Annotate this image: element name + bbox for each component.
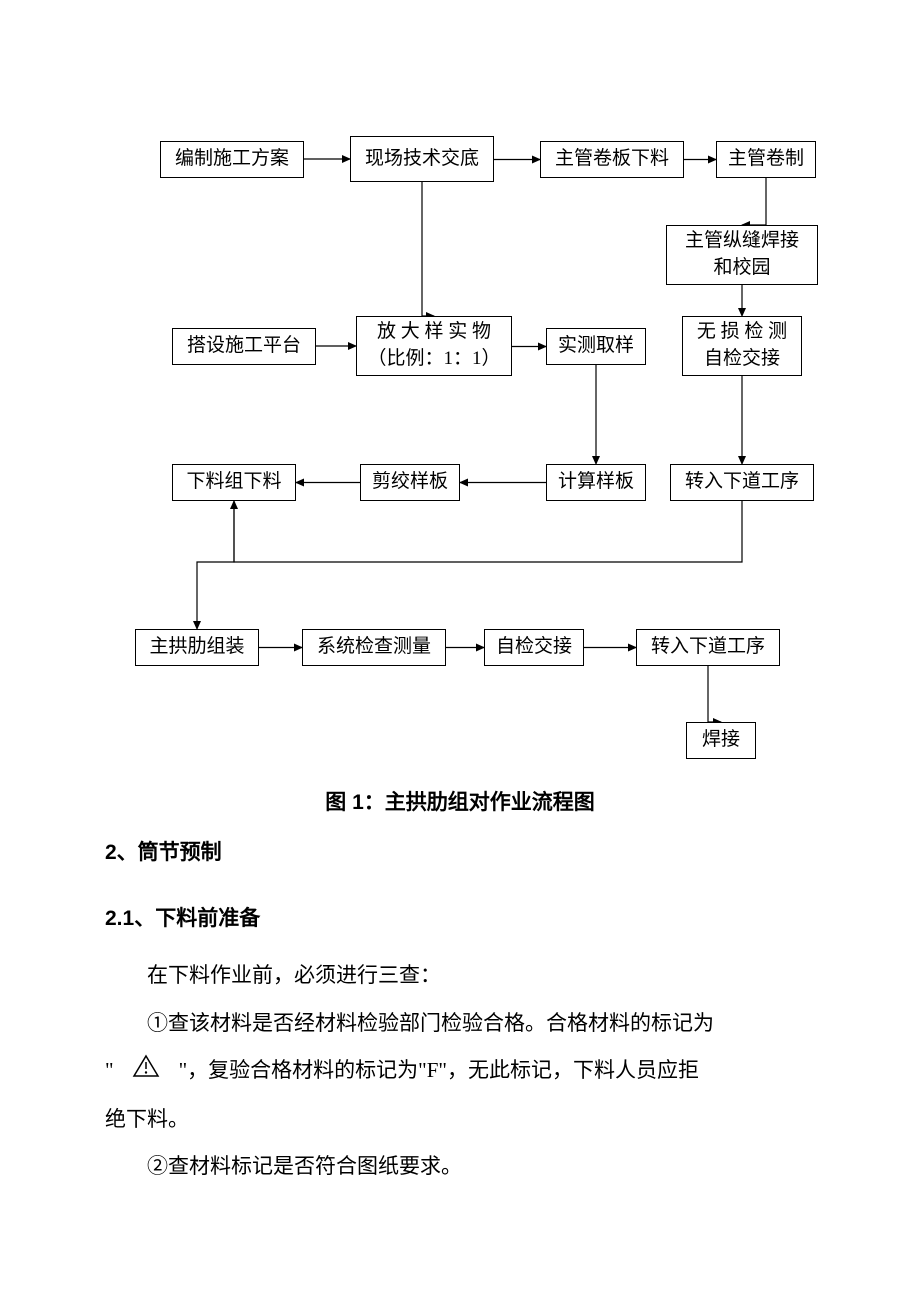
flowchart-node-n8: 实测取样 xyxy=(546,328,646,365)
quote-open: " xyxy=(105,1058,114,1082)
flowchart-node-n5: 主管纵缝焊接和校园 xyxy=(666,225,818,285)
paragraph-1: 在下料作业前，必须进行三查： xyxy=(105,952,815,999)
paragraph-2-line3: 绝下料。 xyxy=(105,1096,815,1143)
flowchart-container: 编制施工方案 现场技术交底 主管卷板下料主管卷制主管纵缝焊接和校园搭设施工平台 放 大… xyxy=(0,0,920,780)
flowchart-node-n17: 转入下道工序 xyxy=(636,629,780,666)
flowchart-node-n15: 系统检查测量 xyxy=(302,629,446,666)
flowchart-node-n9: 无 损 检 测自检交接 xyxy=(682,316,802,376)
section-2-1-heading: 2.1、下料前准备 xyxy=(105,896,815,942)
paragraph-2-line2: " "，复验合格材料的标记为"F"，无此标记，下料人员应拒 xyxy=(105,1047,815,1096)
flowchart-node-n6: 搭设施工平台 xyxy=(172,328,316,365)
paragraph-2-line1: ①查该材料是否经材料检验部门检验合格。合格材料的标记为 xyxy=(105,1000,815,1047)
page: 编制施工方案 现场技术交底 主管卷板下料主管卷制主管纵缝焊接和校园搭设施工平台 放 大… xyxy=(0,0,920,1302)
paragraph-3: ②查材料标记是否符合图纸要求。 xyxy=(105,1143,815,1190)
flowchart-node-n3: 主管卷板下料 xyxy=(540,141,684,178)
flowchart-node-n1: 编制施工方案 xyxy=(160,141,304,178)
figure-caption: 图 1：主拱肋组对作业流程图 xyxy=(0,786,920,816)
flowchart-node-n12: 计算样板 xyxy=(546,464,646,501)
flowchart-node-n2: 现场技术交底 xyxy=(350,136,494,182)
flowchart-node-n7: 放 大 样 实 物（比例：1：1） xyxy=(356,316,512,376)
section-2-heading: 2、筒节预制 xyxy=(105,830,815,876)
flowchart-node-n18: 焊接 xyxy=(686,722,756,759)
paragraph-2-rest: "，复验合格材料的标记为"F"，无此标记，下料人员应拒 xyxy=(179,1058,699,1082)
flowchart-node-n10: 下料组下料 xyxy=(172,464,296,501)
document-body: 2、筒节预制 2.1、下料前准备 在下料作业前，必须进行三查： ①查该材料是否经… xyxy=(105,830,815,1190)
flowchart-node-n4: 主管卷制 xyxy=(716,141,816,178)
flowchart-node-n16: 自检交接 xyxy=(484,629,584,666)
flowchart-node-n13: 转入下道工序 xyxy=(670,464,814,501)
warning-triangle-icon xyxy=(132,1048,160,1095)
flowchart-node-n11: 剪绞样板 xyxy=(360,464,460,501)
flowchart-node-n14: 主拱肋组装 xyxy=(135,629,259,666)
